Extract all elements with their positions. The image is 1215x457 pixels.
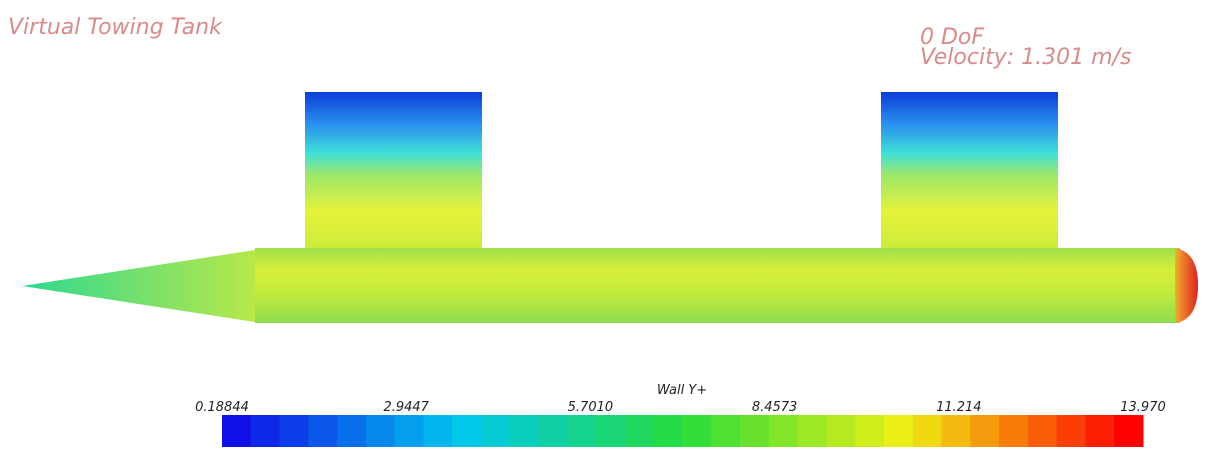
colorbar-swatch	[826, 415, 855, 447]
colorbar: 0.18844 2.9447 5.7010 8.4573 11.214 13.970	[195, 400, 1166, 447]
colorbar-swatch	[999, 415, 1028, 447]
colorbar-swatch	[308, 415, 337, 447]
colorbar-swatch	[855, 415, 884, 447]
colorbar-tick-label: 11.214	[936, 400, 982, 415]
title: Virtual Towing Tank	[8, 15, 223, 40]
colorbar-swatch	[654, 415, 683, 447]
colorbar-swatch	[596, 415, 625, 447]
colorbar-tick-label: 5.7010	[568, 400, 614, 415]
colorbar-swatch	[740, 415, 769, 447]
colorbar-swatch	[1057, 415, 1086, 447]
colorbar-swatch	[251, 415, 280, 447]
colorbar-swatch	[798, 415, 827, 447]
model	[22, 92, 1198, 323]
colorbar-swatch	[711, 415, 740, 447]
colorbar-swatch	[1028, 415, 1057, 447]
colorbar-tick-label: 8.4573	[752, 400, 798, 415]
colorbar-swatch	[337, 415, 366, 447]
colorbar-swatch	[280, 415, 309, 447]
hull	[255, 248, 1180, 323]
colorbar-tick-label: 13.970	[1120, 400, 1166, 415]
colorbar-title: Wall Y+	[657, 383, 707, 398]
fin	[305, 92, 482, 252]
colorbar-swatch	[625, 415, 654, 447]
colorbar-swatch	[222, 415, 251, 447]
colorbar-swatch	[395, 415, 424, 447]
annotation: Velocity: 1.301 m/s	[920, 45, 1131, 70]
nose-cone	[22, 250, 255, 322]
tail	[1175, 248, 1198, 323]
colorbar-tick-label: 0.18844	[195, 400, 249, 415]
fin	[881, 92, 1058, 252]
colorbar-swatch	[970, 415, 999, 447]
colorbar-swatch	[884, 415, 913, 447]
colorbar-swatch	[1114, 415, 1143, 447]
colorbar-swatch	[366, 415, 395, 447]
colorbar-swatch	[913, 415, 942, 447]
colorbar-swatch	[567, 415, 596, 447]
colorbar-swatch	[423, 415, 452, 447]
colorbar-swatch	[1085, 415, 1114, 447]
colorbar-swatch	[769, 415, 798, 447]
colorbar-swatch	[481, 415, 510, 447]
colorbar-tick-label: 2.9447	[383, 400, 429, 415]
colorbar-swatch	[510, 415, 539, 447]
colorbar-swatch	[942, 415, 971, 447]
colorbar-swatch	[539, 415, 568, 447]
colorbar-swatch	[683, 415, 712, 447]
colorbar-swatch	[452, 415, 481, 447]
scene: Virtual Towing Tank 0 DoF Velocity: 1.30…	[0, 0, 1215, 457]
